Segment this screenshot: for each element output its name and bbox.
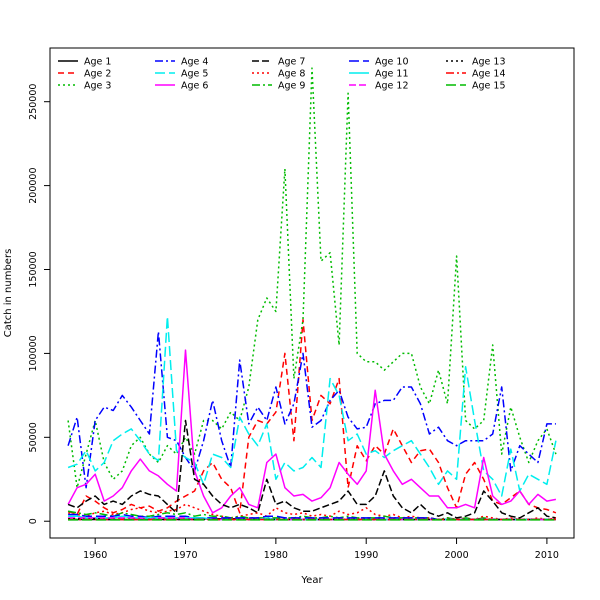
y-tick-label: 150000 [28,251,39,287]
legend-label-age-13: Age 13 [472,57,505,68]
x-tick-label: 1970 [173,550,197,561]
legend-label-age-4: Age 4 [181,57,208,68]
legend-label-age-12: Age 12 [375,81,408,92]
legend-label-age-3: Age 3 [84,81,111,92]
series-line-age-2 [67,319,557,516]
legend-label-age-14: Age 14 [472,69,505,80]
series-line-age-7 [67,419,557,519]
legend-label-age-8: Age 8 [278,69,305,80]
series-line-age-5 [67,315,557,497]
x-axis: 1960 1970 1980 1990 2000 2010 [83,538,559,561]
y-tick-label: 200000 [28,167,39,203]
series-line-age-6 [67,349,557,514]
y-tick-label: 100000 [28,335,39,371]
y-tick-label: 0 [28,518,39,524]
legend-label-age-2: Age 2 [84,69,111,80]
legend-label-age-11: Age 11 [375,69,408,80]
x-tick-label: 2000 [444,550,468,561]
y-tick-label: 50000 [28,422,39,452]
series-line-age-3 [67,67,557,489]
x-tick-label: 1990 [354,550,378,561]
series-layer [67,67,557,521]
x-tick-label: 2010 [535,550,559,561]
x-tick-label: 1980 [264,550,288,561]
x-tick-label: 1960 [83,550,107,561]
legend-label-age-5: Age 5 [181,69,208,80]
legend-label-age-10: Age 10 [375,57,408,68]
legend-label-age-7: Age 7 [278,57,305,68]
y-tick-label: 250000 [28,84,39,120]
series-line-age-4 [67,330,556,489]
x-axis-title: Year [300,575,323,586]
legend-label-age-1: Age 1 [84,57,111,68]
plot-frame [49,47,575,539]
y-axis: 0 50000 100000 150000 200000 250000 [28,84,50,524]
legend-label-age-6: Age 6 [181,81,208,92]
y-axis-title: Catch in numbers [3,249,14,338]
legend-label-age-9: Age 9 [278,81,305,92]
legend-label-age-15: Age 15 [472,81,505,92]
